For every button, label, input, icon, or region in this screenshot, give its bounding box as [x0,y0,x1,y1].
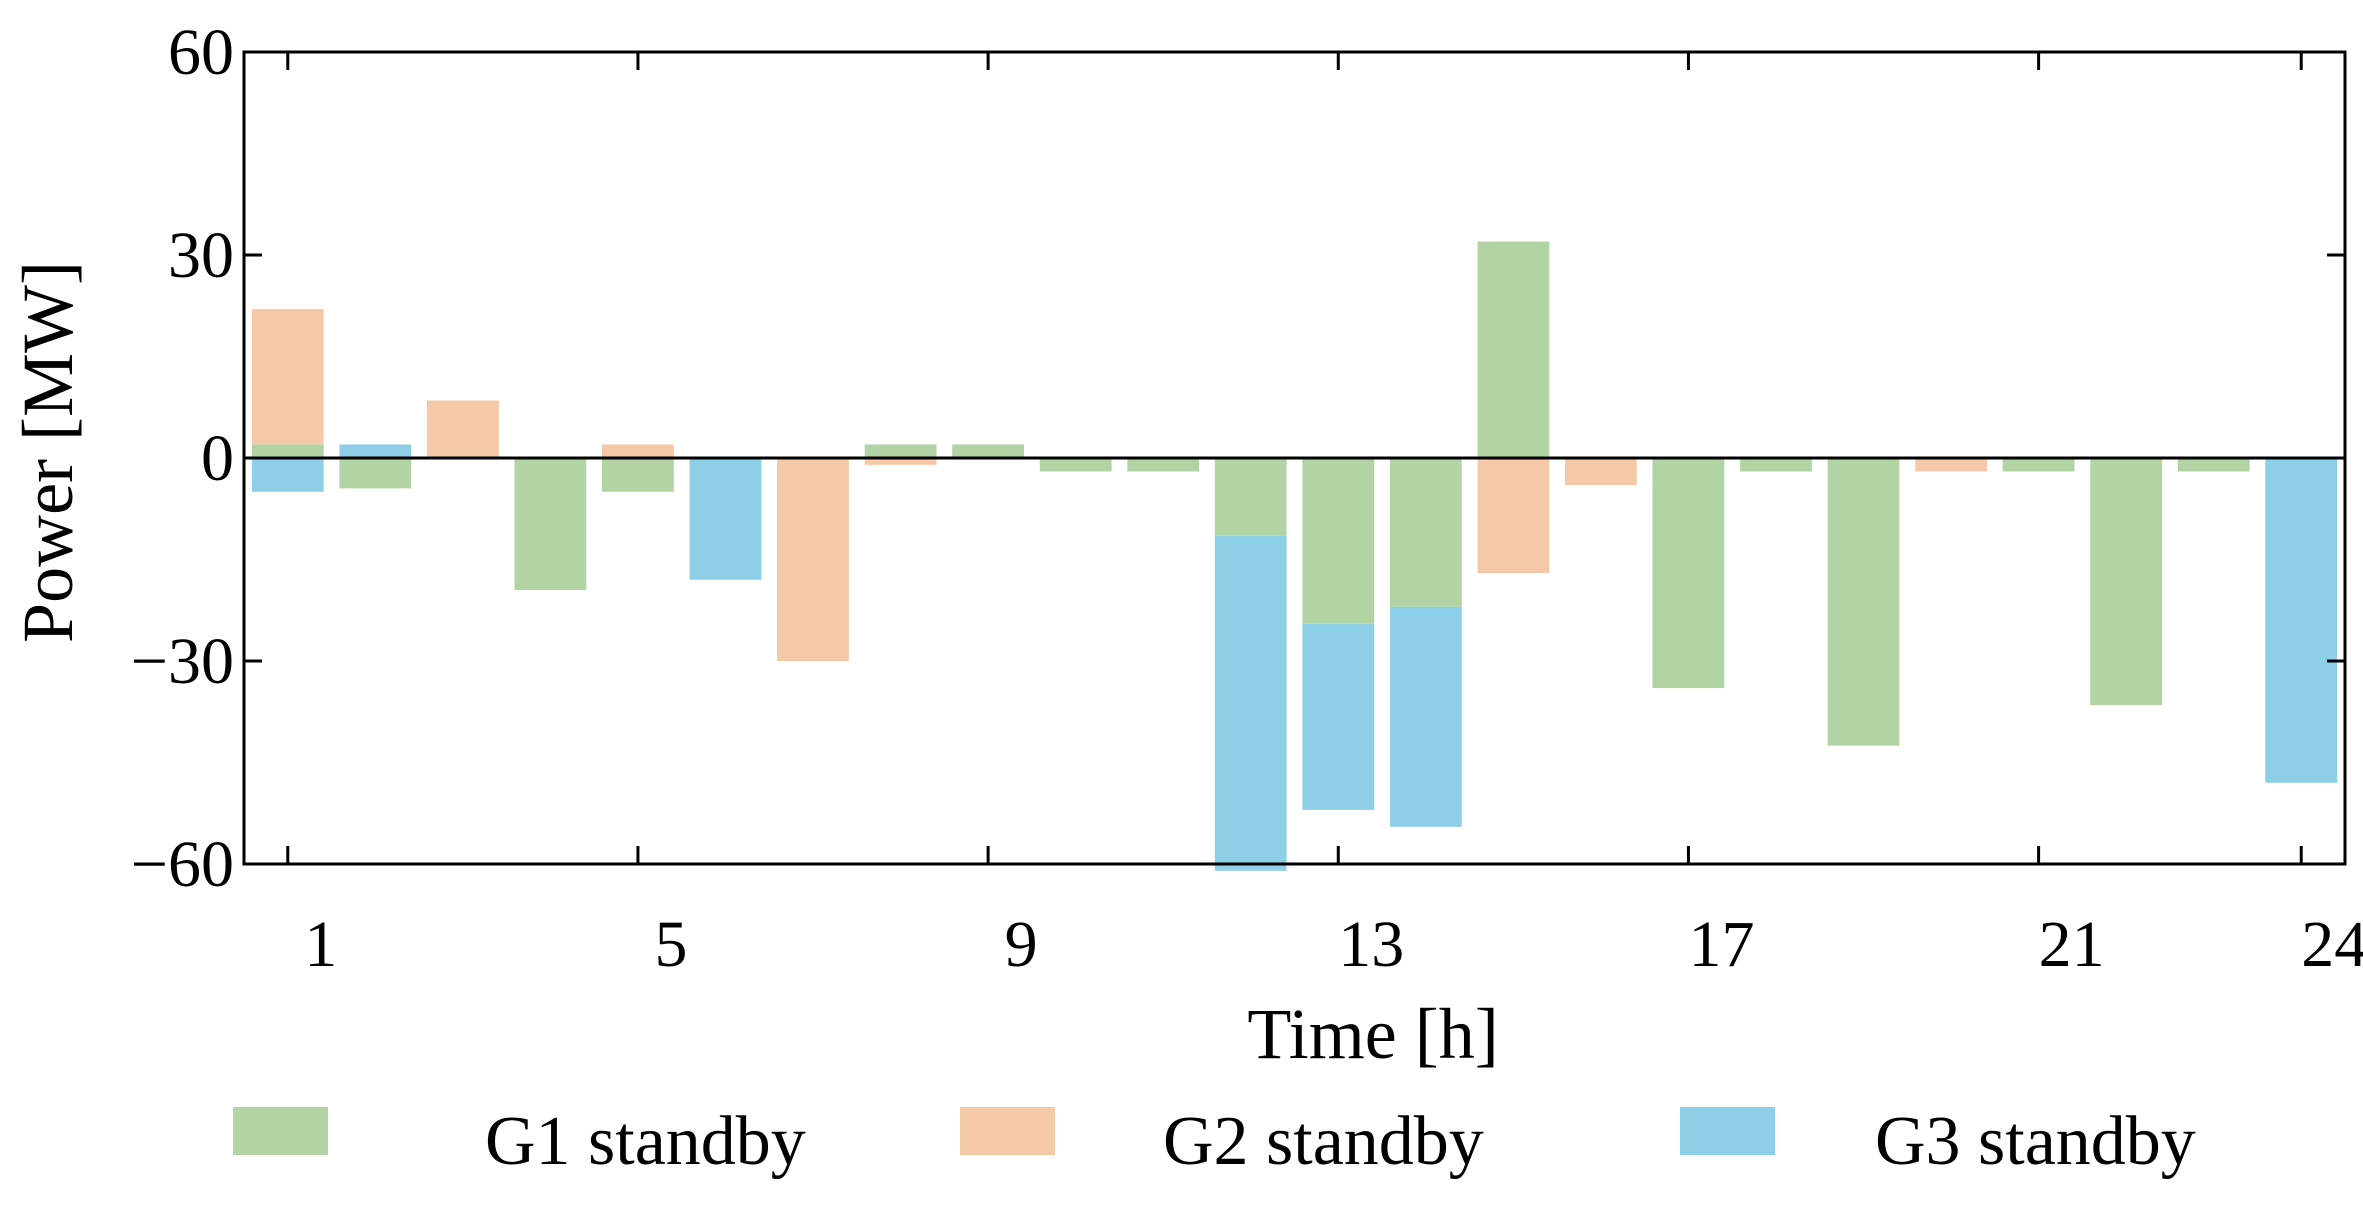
bar-g2-standby-t1 [251,309,324,445]
y-tick-label: 0 [201,422,234,495]
legend: G1 standby G2 standby G3 standby [233,1103,2196,1180]
bar-g3-standby-t24 [2265,458,2338,783]
bar-g2-standby-t20 [1915,458,1987,472]
legend-label-g2-standby: G2 standby [1163,1103,1484,1180]
legend-swatch-g3-standby [1680,1107,1775,1155]
bar-g3-standby-t2 [339,444,412,458]
bar-g2-standby-t3 [427,400,499,458]
y-axis-label: Power [MW] [8,261,88,643]
bar-g1-standby-t22 [2090,458,2163,705]
bar-g1-standby-t5 [602,458,674,492]
x-axis-label: Time [h] [1247,994,1498,1074]
bar-g1-standby-t11 [1127,458,1200,472]
x-axis: 1 5 9 13 17 21 24 [286,52,2363,981]
x-tick-label: 17 [1688,908,1754,981]
bar-g1-standby-t9 [952,444,1024,458]
bar-g1-standby-t12 [1214,458,1287,536]
bar-g1-standby-t13 [1302,458,1375,624]
legend-label-g1-standby: G1 standby [485,1103,806,1180]
bar-g3-standby-t12 [1214,535,1287,871]
bar-g1-standby-t8 [864,444,937,458]
legend-swatch-g1-standby [233,1107,328,1155]
x-tick-label: 9 [1005,908,1038,981]
bar-g1-standby-t4 [514,458,587,590]
x-tick-label: 24 [2301,908,2363,981]
bar-g2-standby-t5 [602,444,674,458]
y-axis: 60 30 0 −30 −60 [131,16,2345,901]
x-tick-label: 13 [1338,908,1404,981]
legend-label-g3-standby: G3 standby [1875,1103,2196,1180]
bar-g1-standby-t10 [1039,458,1112,472]
y-tick-label: 60 [168,16,234,89]
bar-g3-standby-t1 [251,458,324,492]
bar-g1-standby-t15 [1477,241,1550,458]
bar-g1-standby-t18 [1740,458,1812,472]
y-tick-label: −30 [131,625,234,698]
y-tick-label: −60 [131,828,234,901]
bar-g2-standby-t7 [777,458,849,661]
bar-g2-standby-t8 [864,458,937,465]
bar-g1-standby-t23 [2177,458,2250,472]
bar-g1-standby-t17 [1652,458,1725,689]
bar-g2-standby-t15 [1477,458,1550,573]
legend-swatch-g2-standby [960,1107,1055,1155]
bar-g1-standby-t19 [1827,458,1900,746]
bar-g3-standby-t14 [1389,606,1462,827]
bar-g2-standby-t16 [1565,458,1637,486]
x-tick-label: 5 [654,908,687,981]
x-tick-label: 21 [2039,908,2105,981]
bars-layer [251,241,2338,871]
bar-g1-standby-t14 [1389,458,1462,607]
bar-g3-standby-t6 [689,458,762,580]
bar-g1-standby-t21 [2002,458,2075,472]
x-tick-label: 1 [304,908,337,981]
y-tick-label: 30 [168,219,234,292]
bar-g1-standby-t2 [339,458,412,489]
bar-g1-standby-t1 [251,444,324,458]
bar-g3-standby-t13 [1302,623,1375,810]
